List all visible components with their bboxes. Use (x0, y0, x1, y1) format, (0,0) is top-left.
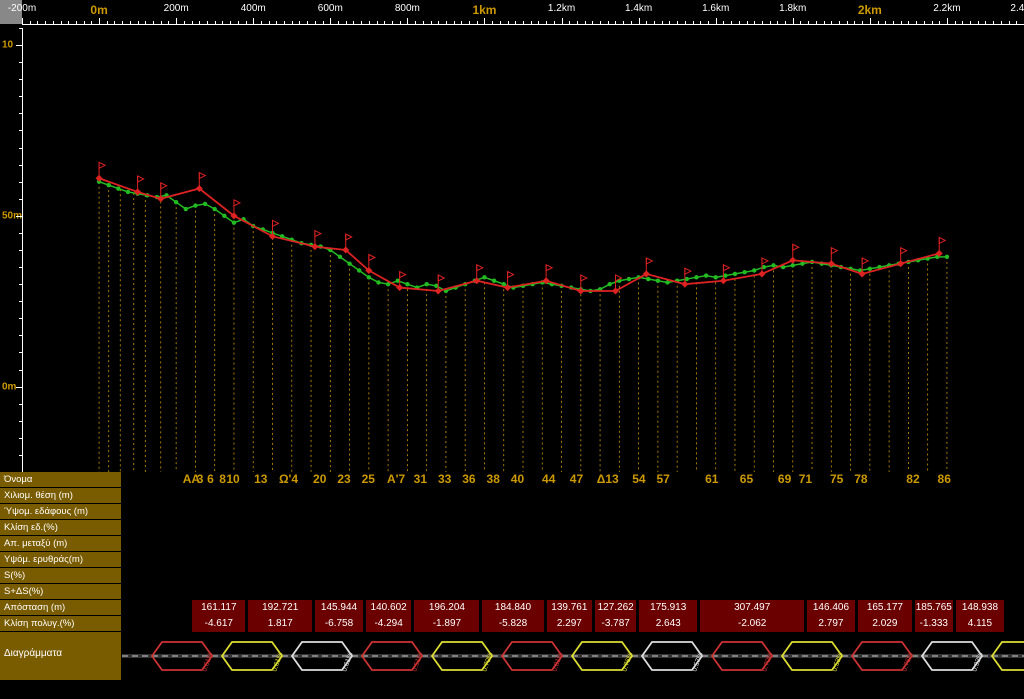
row-header: Απόσταση (m) (0, 600, 122, 615)
row-diagrams: Διαγράμματα 0.61%0.61%0.61%0.51%0.70%0.8… (0, 632, 1024, 680)
row-ground-slope: Κλίση εδ.(%) (0, 520, 1024, 536)
row-header: Κλίση πολυγ.(%) (0, 616, 122, 631)
row-header: Χιλιομ. θέση (m) (0, 488, 122, 503)
row-header: Διαγράμματα (0, 632, 122, 680)
row-red-elev: Υψόμ. ερυθράς(m) (0, 552, 1024, 568)
row-poly-slope: Κλίση πολυγ.(%) -4.6171.817-6.758-4.294-… (0, 616, 1024, 632)
slope-cells: -4.6171.817-6.758-4.294-1.897-5.8282.297… (122, 616, 1024, 632)
distance-cells: 161.117192.721145.944140.602196.204184.8… (122, 600, 1024, 616)
station-labels: AA3681013Ω'4202325A'731333638404447Δ1354… (122, 472, 1024, 488)
row-distance: Απόσταση (m) 161.117192.721145.944140.60… (0, 600, 1024, 616)
y-axis: 0m50m10 (0, 28, 22, 472)
diagram-content: 0.61%0.61%0.61%0.51%0.70%0.81%0.76%0.57%… (122, 632, 1024, 680)
chart-canvas (22, 28, 1024, 472)
row-header: Ύψομ. εδάφους (m) (0, 504, 122, 519)
row-sds: S+ΔS(%) (0, 584, 1024, 600)
row-kmpos: Χιλιομ. θέση (m) (0, 488, 1024, 504)
row-header: Κλίση εδ.(%) (0, 520, 122, 535)
row-header: S(%) (0, 568, 122, 583)
row-header: Απ. μεταξύ (m) (0, 536, 122, 551)
row-between: Απ. μεταξύ (m) (0, 536, 1024, 552)
row-name: Όνομα AA3681013Ω'4202325A'73133363840444… (0, 472, 1024, 488)
row-ground-elev: Ύψομ. εδάφους (m) (0, 504, 1024, 520)
row-header: Όνομα (0, 472, 122, 487)
row-header: Υψόμ. ερυθράς(m) (0, 552, 122, 567)
row-header: S+ΔS(%) (0, 584, 122, 599)
elevation-chart: 0m50m10 (0, 28, 1024, 472)
x-axis: -200m200m400m600m800m1.2km1.4km1.6km1.8k… (0, 0, 1024, 28)
row-s: S(%) (0, 568, 1024, 584)
data-table: Όνομα AA3681013Ω'4202325A'73133363840444… (0, 472, 1024, 680)
